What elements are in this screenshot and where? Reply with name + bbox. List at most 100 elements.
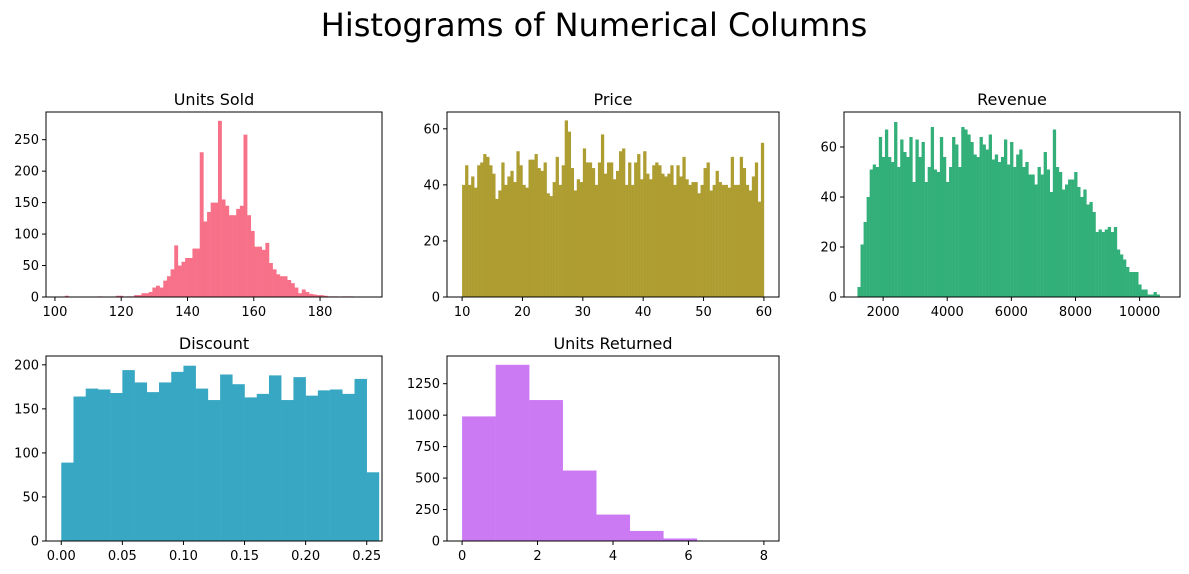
y-tick-label: 20: [820, 241, 837, 256]
histogram-bar: [712, 184, 716, 297]
histogram-bar: [997, 162, 1002, 297]
histogram-bar: [733, 184, 737, 297]
histogram-bar: [685, 179, 689, 297]
histogram-bar: [1007, 164, 1011, 297]
histogram-bar: [625, 184, 629, 297]
y-tick-label: 0: [829, 291, 837, 306]
histogram-bar: [185, 257, 190, 297]
histogram-bar: [909, 137, 913, 297]
histogram-bar: [134, 382, 148, 541]
histogram-bar: [540, 170, 544, 297]
panel-0: Units Sold 100 120 140 160 180 0 50 100 150 200 250: [14, 90, 383, 320]
histogram-bar: [221, 199, 226, 297]
x-tick-label: 6000: [995, 305, 1028, 320]
x-tick-label: 4000: [931, 305, 964, 320]
y-tick-label: 50: [22, 259, 39, 274]
histogram-bar: [576, 179, 581, 297]
histogram-bar: [1150, 294, 1154, 297]
histogram-bar: [214, 202, 219, 297]
histogram-bar: [317, 390, 331, 541]
bars: [857, 122, 1160, 297]
histogram-bar: [1126, 267, 1130, 297]
histogram-bar: [1046, 169, 1050, 297]
y-tick-label: 50: [22, 490, 39, 505]
histogram-bar: [73, 396, 86, 541]
histogram-bar: [119, 295, 124, 297]
histogram-bar: [736, 184, 741, 297]
histogram-bar: [504, 184, 508, 297]
histogram-bar: [171, 371, 184, 541]
histogram-bar: [301, 289, 306, 297]
histogram-bar: [588, 162, 593, 297]
histogram-bar: [152, 287, 157, 297]
panel-title: Units Returned: [553, 334, 672, 353]
histogram-bar: [281, 400, 294, 541]
histogram-bar: [637, 154, 641, 297]
histogram-bar: [483, 154, 487, 297]
histogram-bar: [546, 193, 550, 297]
x-tick-label: 0.15: [230, 549, 259, 564]
histogram-bar: [232, 384, 245, 541]
histogram-bar: [961, 127, 965, 297]
x-tick-label: 100: [43, 305, 68, 320]
panel-2: Revenue 2000 4000 6000 8000 10000 0 20 40 60: [820, 90, 1181, 320]
histogram-bar: [976, 157, 980, 297]
x-tick-label: 0.25: [352, 549, 381, 564]
histogram-bar: [207, 400, 221, 541]
histogram-bar: [673, 184, 677, 297]
histogram-bar: [661, 173, 665, 297]
histogram-bar: [543, 162, 547, 297]
bars: [61, 365, 380, 541]
histogram-bar: [525, 187, 529, 297]
histogram-bar: [727, 187, 731, 297]
histogram-bar: [1089, 202, 1093, 297]
histogram-bar: [85, 388, 99, 541]
histogram-bar: [166, 276, 171, 297]
histogram-bar: [115, 295, 120, 297]
histogram-bar: [1101, 232, 1105, 297]
histogram-bar: [516, 151, 520, 297]
histogram-bar: [61, 462, 74, 541]
y-tick-label: 0: [432, 535, 440, 550]
histogram-bar: [609, 162, 614, 297]
histogram-bar: [501, 162, 505, 297]
histogram-bar: [196, 248, 200, 297]
histogram-bar: [1016, 154, 1020, 297]
histogram-bar: [148, 291, 153, 297]
histogram-bar: [613, 179, 617, 297]
histogram-bar: [564, 120, 568, 297]
y-tick-label: 200: [14, 358, 39, 373]
histogram-bar: [933, 169, 938, 297]
histogram-bar: [247, 215, 252, 297]
x-tick-label: 2000: [867, 305, 900, 320]
histogram-bar: [1052, 129, 1057, 297]
histogram-bar: [228, 215, 233, 297]
histogram-bar: [1147, 294, 1151, 297]
histogram-bar: [894, 122, 898, 297]
histogram-bar: [110, 393, 123, 541]
y-tick-label: 0: [31, 535, 39, 550]
histogram-bar: [283, 276, 288, 297]
histogram-bar: [655, 162, 659, 297]
histogram-bar: [134, 295, 139, 297]
histogram-bar: [860, 244, 864, 297]
histogram-bar: [1132, 272, 1136, 297]
histogram-bar: [872, 164, 877, 297]
histogram-bar: [462, 184, 466, 297]
histogram-bar: [192, 248, 197, 297]
histogram-bar: [1040, 174, 1044, 297]
x-tick-label: 4: [609, 549, 617, 564]
histogram-bar: [903, 152, 907, 297]
histogram-bar: [534, 154, 538, 297]
x-tick-label: 0: [458, 549, 466, 564]
histogram-bar: [915, 139, 919, 297]
histogram-bar: [945, 182, 950, 297]
histogram-bar: [199, 152, 204, 297]
histogram-bar: [256, 393, 270, 541]
x-tick-label: 0.20: [291, 549, 320, 564]
histogram-bar: [342, 393, 355, 541]
axes-frame: [843, 111, 1181, 298]
histogram-bar: [748, 190, 753, 297]
histogram-bar: [558, 184, 562, 297]
histogram-bar: [320, 295, 324, 297]
